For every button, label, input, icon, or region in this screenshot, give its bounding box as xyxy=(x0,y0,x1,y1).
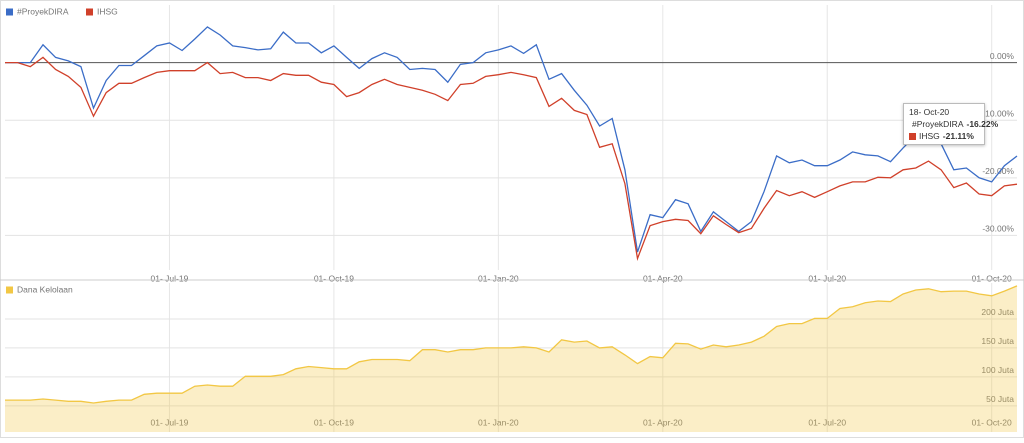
tooltip: 18- Oct-20 #ProyekDIRA -16.22% IHSG -21.11… xyxy=(903,103,998,145)
y-tick-label: -20.00% xyxy=(982,166,1014,176)
legend-label: Dana Kelolaan xyxy=(17,284,73,294)
tooltip-row: IHSG -21.11% xyxy=(909,131,979,141)
x-tick-label: 01- Jul-20 xyxy=(808,273,846,283)
legend-swatch xyxy=(86,8,93,16)
x-tick-label: 01- Oct-19 xyxy=(314,273,354,283)
legend-label: #ProyekDIRA xyxy=(17,6,69,16)
x-tick-label: 01- Jul-19 xyxy=(151,417,189,427)
x-tick-label: 01- Oct-20 xyxy=(972,417,1012,427)
tooltip-swatch xyxy=(909,132,916,140)
line xyxy=(5,285,1018,404)
x-tick-label: 01- Oct-19 xyxy=(314,417,354,427)
y-tick-label: 150 Juta xyxy=(981,336,1014,346)
y-tick-label: 100 Juta xyxy=(981,365,1014,375)
line xyxy=(5,26,1018,253)
x-tick-label: 01- Jan-20 xyxy=(478,273,519,283)
tooltip-series: IHSG xyxy=(919,131,940,141)
area xyxy=(5,285,1017,432)
x-tick-label: 01- Oct-20 xyxy=(972,273,1012,283)
line xyxy=(5,56,1018,261)
legend-label: IHSG xyxy=(97,6,118,16)
tooltip-row: #ProyekDIRA -16.22% xyxy=(909,119,998,129)
legend-swatch xyxy=(6,286,13,294)
x-tick-label: 01- Apr-20 xyxy=(643,273,683,283)
y-tick-label: 200 Juta xyxy=(981,307,1014,317)
tooltip-title: 18- Oct-20 xyxy=(909,107,950,117)
x-tick-label: 01- Jan-20 xyxy=(478,417,519,427)
x-tick-label: 01- Apr-20 xyxy=(643,417,683,427)
y-tick-label: 50 Juta xyxy=(986,394,1014,404)
y-tick-label: 0.00% xyxy=(990,51,1015,61)
y-tick-label: -30.00% xyxy=(982,224,1014,234)
x-tick-label: 01- Jul-20 xyxy=(808,417,846,427)
tooltip-value: -16.22% xyxy=(966,119,999,129)
legend-swatch xyxy=(6,8,13,16)
x-tick-label: 01- Jul-19 xyxy=(151,273,189,283)
tooltip-series: #ProyekDIRA xyxy=(912,119,964,129)
tooltip-value: -21.11% xyxy=(942,131,974,141)
y-tick-label: -10.00% xyxy=(982,108,1014,118)
